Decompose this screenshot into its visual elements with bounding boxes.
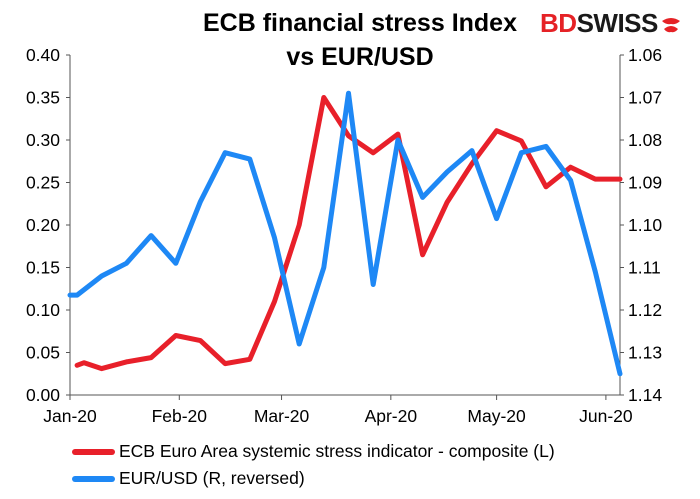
right-tick-label: 1.14 xyxy=(628,385,662,405)
x-tick-label: Jun-20 xyxy=(579,406,633,426)
left-tick-label: 0.25 xyxy=(26,173,60,193)
series-line-ecb xyxy=(74,95,623,372)
right-axis: 1.06 1.07 1.08 1.09 1.10 1.11 1.12 1.13 1.14 xyxy=(620,45,662,405)
x-tick-label: Feb-20 xyxy=(152,406,208,426)
legend-swatch-ecb xyxy=(72,448,115,455)
legend-label-ecb: ECB Euro Area systemic stress indicator … xyxy=(119,441,555,461)
chart-title-line2: vs EUR/USD xyxy=(286,43,434,71)
left-tick-label: 0.15 xyxy=(26,258,60,278)
legend-swatch-eurusd xyxy=(72,475,115,482)
left-tick-label: 0.30 xyxy=(26,130,60,150)
left-tick-label: 0.35 xyxy=(26,88,60,108)
right-tick-label: 1.12 xyxy=(628,300,662,320)
x-tick-label: May-20 xyxy=(467,406,526,426)
legend: ECB Euro Area systemic stress indicator … xyxy=(72,438,555,492)
x-tick-label: Jan-20 xyxy=(43,406,97,426)
axis-lines xyxy=(69,55,621,396)
logo-part1: BD xyxy=(540,8,577,38)
left-tick-label: 0.10 xyxy=(26,300,60,320)
chart-title-line1: ECB financial stress Index xyxy=(202,9,517,37)
right-tick-label: 1.10 xyxy=(628,215,662,235)
right-tick-label: 1.08 xyxy=(628,130,662,150)
left-tick-label: 0.20 xyxy=(26,215,60,235)
left-tick-label: 0.05 xyxy=(26,343,60,363)
x-tick-label: Mar-20 xyxy=(254,406,310,426)
right-tick-label: 1.09 xyxy=(628,173,662,193)
right-tick-label: 1.06 xyxy=(628,45,662,65)
left-tick-label: 0.40 xyxy=(26,45,60,65)
legend-label-eurusd: EUR/USD (R, reversed) xyxy=(119,468,305,488)
bdswiss-logo: BD SWISS xyxy=(540,8,682,39)
series-layer xyxy=(67,90,623,377)
x-axis: Jan-20 Feb-20 Mar-20 Apr-20 May-20 Jun-20 xyxy=(43,395,633,426)
logo-part2: SWISS xyxy=(576,8,659,38)
left-axis: 0.00 0.05 0.10 0.15 0.20 0.25 0.30 0.35 0.40 xyxy=(26,45,70,405)
left-tick-label: 0.00 xyxy=(26,385,60,405)
logo-mark-icon xyxy=(660,13,682,35)
right-tick-label: 1.13 xyxy=(628,343,662,363)
right-tick-label: 1.11 xyxy=(628,258,661,278)
right-tick-label: 1.07 xyxy=(628,88,662,108)
series-line-eurusd xyxy=(67,90,623,377)
legend-item-eurusd: EUR/USD (R, reversed) xyxy=(72,465,555,492)
legend-item-ecb: ECB Euro Area systemic stress indicator … xyxy=(72,438,555,465)
x-tick-label: Apr-20 xyxy=(365,406,418,426)
